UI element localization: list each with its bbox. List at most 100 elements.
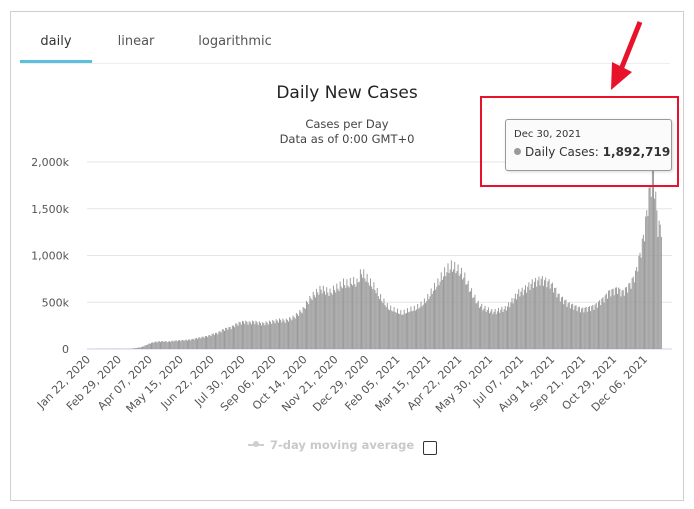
bar[interactable] bbox=[300, 311, 302, 349]
bar[interactable] bbox=[554, 288, 556, 349]
bar[interactable] bbox=[478, 307, 480, 349]
bar[interactable] bbox=[154, 341, 156, 349]
bar[interactable] bbox=[303, 307, 305, 349]
bar[interactable] bbox=[573, 309, 575, 349]
bar[interactable] bbox=[435, 289, 437, 349]
bar[interactable] bbox=[184, 339, 186, 349]
bar[interactable] bbox=[533, 281, 535, 349]
bar[interactable] bbox=[176, 341, 178, 349]
bar[interactable] bbox=[623, 295, 625, 349]
bar[interactable] bbox=[558, 293, 560, 349]
bar[interactable] bbox=[582, 307, 584, 349]
bar[interactable] bbox=[207, 337, 209, 349]
bar[interactable] bbox=[358, 281, 360, 349]
bar[interactable] bbox=[599, 300, 601, 349]
bar[interactable] bbox=[450, 260, 452, 349]
bar[interactable] bbox=[350, 283, 352, 349]
bar[interactable] bbox=[404, 313, 406, 349]
bar[interactable] bbox=[398, 313, 400, 350]
bar[interactable] bbox=[539, 285, 541, 349]
bar[interactable] bbox=[549, 288, 551, 349]
bar[interactable] bbox=[509, 307, 511, 349]
bar[interactable] bbox=[566, 306, 568, 349]
bar[interactable] bbox=[475, 303, 477, 349]
bar[interactable] bbox=[191, 339, 193, 349]
bar[interactable] bbox=[209, 334, 211, 349]
bar[interactable] bbox=[603, 302, 605, 349]
bar[interactable] bbox=[631, 278, 633, 349]
bar[interactable] bbox=[620, 296, 622, 349]
bar[interactable] bbox=[624, 287, 626, 349]
bar[interactable] bbox=[451, 271, 453, 349]
bar[interactable] bbox=[584, 307, 586, 349]
bar[interactable] bbox=[204, 336, 206, 349]
bar[interactable] bbox=[280, 319, 282, 349]
bar[interactable] bbox=[622, 289, 624, 349]
bar[interactable] bbox=[489, 313, 491, 349]
bar[interactable] bbox=[289, 317, 291, 349]
bar[interactable] bbox=[657, 236, 659, 349]
bar[interactable] bbox=[653, 167, 654, 349]
bar[interactable] bbox=[481, 303, 483, 349]
bar[interactable] bbox=[463, 277, 465, 349]
bar[interactable] bbox=[417, 304, 419, 349]
bar[interactable] bbox=[464, 272, 466, 349]
bar[interactable] bbox=[555, 287, 557, 349]
bar[interactable] bbox=[235, 323, 237, 349]
bar[interactable] bbox=[459, 273, 461, 349]
legend-moving-average[interactable]: 7-day moving average bbox=[248, 438, 414, 452]
bar[interactable] bbox=[193, 339, 195, 349]
bar[interactable] bbox=[492, 314, 494, 349]
bar[interactable] bbox=[348, 287, 350, 349]
bar[interactable] bbox=[609, 290, 611, 349]
bar[interactable] bbox=[259, 322, 261, 349]
tab-linear[interactable]: linear bbox=[117, 34, 155, 49]
bar[interactable] bbox=[279, 318, 281, 349]
bar[interactable] bbox=[651, 168, 653, 349]
bar[interactable] bbox=[356, 278, 358, 349]
bar[interactable] bbox=[143, 346, 145, 349]
bar[interactable] bbox=[283, 320, 285, 349]
bar[interactable] bbox=[649, 185, 651, 349]
bar[interactable] bbox=[266, 322, 268, 349]
bar[interactable] bbox=[523, 289, 525, 349]
bar[interactable] bbox=[357, 282, 359, 349]
bar[interactable] bbox=[399, 314, 401, 349]
bar[interactable] bbox=[148, 343, 150, 349]
bar[interactable] bbox=[317, 292, 319, 349]
bar[interactable] bbox=[363, 269, 365, 349]
bar[interactable] bbox=[645, 216, 647, 349]
bar[interactable] bbox=[420, 301, 422, 349]
bar[interactable] bbox=[544, 280, 546, 349]
bar[interactable] bbox=[548, 279, 550, 349]
bar[interactable] bbox=[206, 335, 208, 349]
bar[interactable] bbox=[438, 285, 440, 349]
bar[interactable] bbox=[660, 236, 662, 349]
bar[interactable] bbox=[175, 340, 177, 349]
bar[interactable] bbox=[149, 343, 151, 349]
bar[interactable] bbox=[498, 307, 500, 349]
bar[interactable] bbox=[153, 342, 155, 349]
bar[interactable] bbox=[639, 252, 641, 349]
bar[interactable] bbox=[326, 287, 328, 349]
bar[interactable] bbox=[495, 314, 497, 349]
bar[interactable] bbox=[312, 291, 314, 349]
bar[interactable] bbox=[338, 290, 340, 349]
bar[interactable] bbox=[425, 303, 427, 349]
bar[interactable] bbox=[285, 318, 287, 349]
bar[interactable] bbox=[366, 273, 368, 349]
bar[interactable] bbox=[637, 271, 639, 349]
bar[interactable] bbox=[220, 332, 222, 349]
bar[interactable] bbox=[615, 287, 617, 349]
bar[interactable] bbox=[606, 298, 608, 349]
bar[interactable] bbox=[551, 282, 553, 349]
bar[interactable] bbox=[586, 311, 588, 349]
bar[interactable] bbox=[608, 290, 610, 349]
bar[interactable] bbox=[249, 322, 251, 349]
bar[interactable] bbox=[473, 297, 475, 349]
bar[interactable] bbox=[505, 310, 507, 349]
bar[interactable] bbox=[467, 280, 469, 349]
bar[interactable] bbox=[468, 291, 470, 349]
bar[interactable] bbox=[429, 296, 431, 349]
bar[interactable] bbox=[341, 288, 343, 349]
